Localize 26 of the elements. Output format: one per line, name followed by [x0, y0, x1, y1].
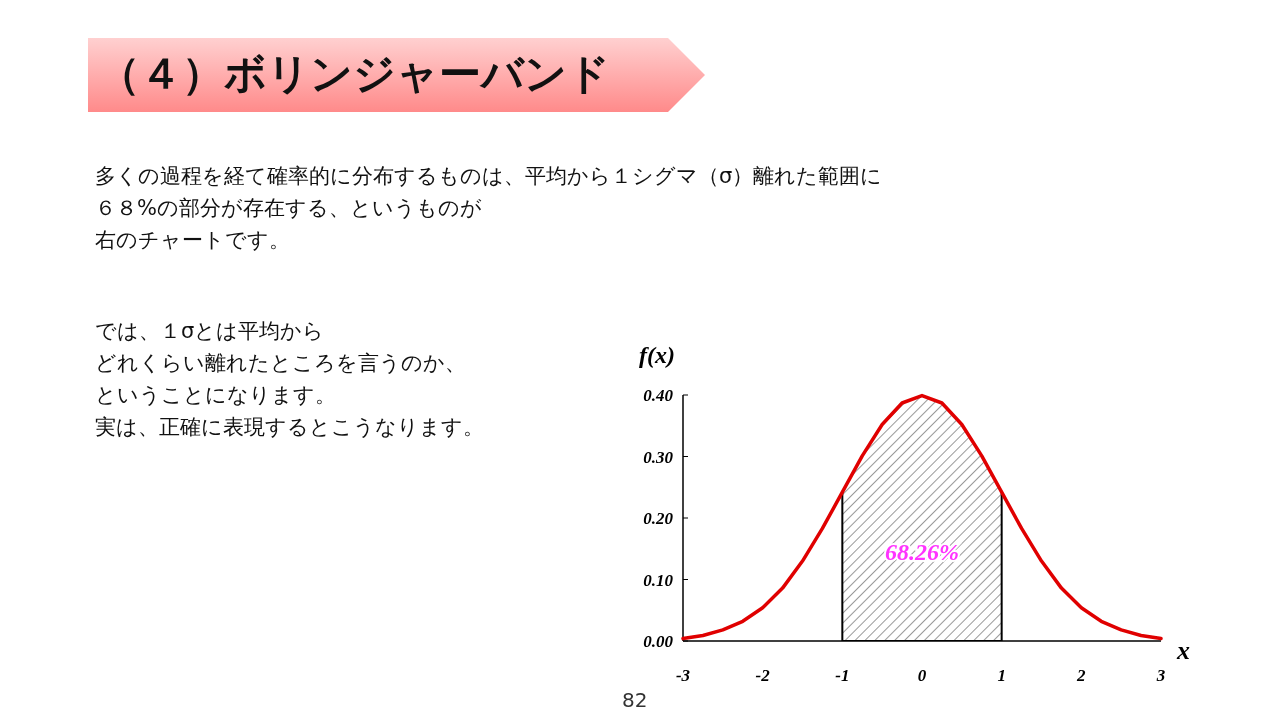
x-tick-label: -3: [675, 666, 691, 685]
text: ６８%の部分が存在する、というものが: [95, 195, 482, 222]
x-tick-label: 0: [917, 666, 927, 685]
text: 多くの過程を経て確率的に分布するものは、平均から１シグマ（σ）離れた範囲に: [95, 163, 883, 190]
y-tick-label: 0.30: [643, 447, 674, 467]
x-tick-label: -2: [755, 666, 771, 685]
text: ということになります。: [95, 382, 336, 409]
x-tick-label: 2: [1076, 666, 1087, 685]
line-series: [681, 393, 1163, 641]
title: （４）ボリンジャーバンド: [88, 38, 705, 112]
text: では、１σとは平均から: [95, 318, 325, 345]
text: どれくらい離れたところを言うのか、: [95, 350, 466, 377]
y-tick-label: 0.00: [643, 632, 674, 651]
x-tick-label: -1: [835, 666, 850, 685]
y-tick-label: 0.10: [643, 570, 674, 590]
y-tick-label: 0.40: [643, 386, 674, 405]
text: 実は、正確に表現するとこうなります。: [95, 414, 484, 441]
x-tick-label: 1: [997, 666, 1006, 685]
y-axis-title: f(x): [639, 342, 675, 368]
x-axis-title: x: [1176, 636, 1190, 665]
band-label: 68.26%: [885, 539, 959, 566]
text: 右のチャートです。: [95, 227, 290, 254]
y-tick-label: 0.20: [643, 509, 674, 528]
x-tick-label: 3: [1155, 666, 1166, 685]
text: 82: [622, 688, 648, 712]
chart-title: （４）ボリンジャーバンド: [98, 48, 610, 100]
